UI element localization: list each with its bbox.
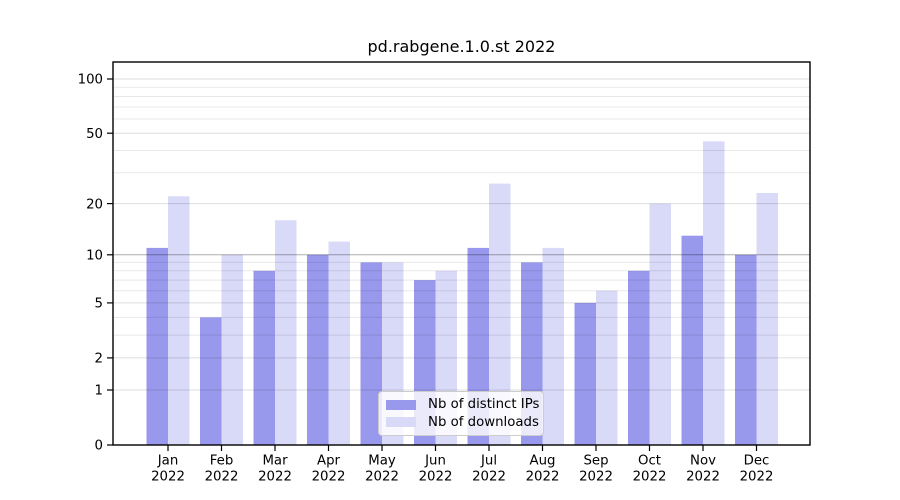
legend-swatch-distinct-ips	[386, 399, 416, 410]
x-tick-label-sep-year: 2022	[579, 470, 613, 485]
legend-item-downloads: Nb of downloads	[386, 414, 539, 431]
x-tick-label-jul-year: 2022	[472, 470, 506, 485]
x-tick-label-apr: Apr	[317, 454, 341, 469]
x-tick-label-may: May	[368, 454, 396, 469]
x-tick-label-mar-year: 2022	[258, 470, 292, 485]
y-tick-label-10: 10	[86, 248, 103, 263]
bar-nb-of-distinct-ips-nov	[681, 235, 703, 445]
bar-nb-of-distinct-ips-oct	[628, 270, 650, 445]
legend: Nb of distinct IPs Nb of downloads	[378, 391, 544, 436]
plot-border	[112, 61, 811, 446]
x-tick-label-jan: Jan	[157, 454, 179, 469]
bar-nb-of-distinct-ips-mar	[253, 270, 275, 445]
x-tick-label-apr-year: 2022	[312, 470, 346, 485]
legend-item-distinct-ips: Nb of distinct IPs	[386, 396, 540, 413]
x-tick-label-oct-year: 2022	[633, 470, 667, 485]
bar-nb-of-distinct-ips-may	[360, 262, 382, 445]
y-tick-label-20: 20	[86, 197, 103, 212]
x-tick-label-nov-year: 2022	[686, 470, 720, 485]
bar-nb-of-downloads-apr	[328, 241, 350, 445]
y-tick-label-5: 5	[95, 297, 103, 312]
x-tick-label-oct: Oct	[638, 454, 661, 469]
legend-label-downloads: Nb of downloads	[428, 414, 539, 430]
x-tick-label-jun: Jun	[424, 454, 446, 469]
bar-nb-of-distinct-ips-apr	[307, 254, 329, 445]
bar-nb-of-downloads-nov	[703, 141, 725, 445]
y-tick-label-2: 2	[95, 352, 103, 367]
x-tick-label-jan-year: 2022	[151, 470, 185, 485]
bar-nb-of-downloads-sep	[596, 290, 618, 445]
bar-nb-of-downloads-mar	[275, 220, 297, 445]
x-tick-label-mar: Mar	[262, 454, 288, 469]
gridlines	[113, 78, 810, 391]
bar-nb-of-downloads-jul	[489, 183, 511, 445]
bar-nb-of-distinct-ips-feb	[200, 317, 222, 445]
bar-nb-of-downloads-oct	[649, 203, 671, 445]
bar-nb-of-downloads-feb	[221, 254, 243, 445]
bar-nb-of-distinct-ips-jan	[146, 247, 168, 445]
bar-nb-of-downloads-jan	[168, 196, 190, 445]
x-tick-label-dec-year: 2022	[740, 470, 774, 485]
legend-label-distinct-ips: Nb of distinct IPs	[428, 397, 540, 413]
bar-nb-of-downloads-aug	[542, 247, 564, 445]
x-tick-label-nov: Nov	[690, 454, 716, 469]
bar-nb-of-distinct-ips-dec	[735, 254, 757, 445]
x-tick-label-aug-year: 2022	[526, 470, 560, 485]
bar-nb-of-downloads-dec	[756, 193, 778, 445]
x-tick-label-dec: Dec	[744, 454, 770, 469]
y-tick-label-1: 1	[95, 384, 103, 399]
y-axis: 0 1 2 5 10 20 50 100	[78, 73, 113, 454]
x-axis: Jan2022Feb2022Mar2022Apr2022May2022Jun20…	[151, 445, 773, 485]
x-tick-label-feb-year: 2022	[205, 470, 239, 485]
x-tick-label-sep: Sep	[583, 454, 608, 469]
x-tick-label-may-year: 2022	[365, 470, 399, 485]
x-tick-label-aug: Aug	[530, 454, 556, 469]
chart-title: pd.rabgene.1.0.st 2022	[367, 37, 556, 56]
bar-nb-of-distinct-ips-sep	[574, 302, 596, 445]
x-tick-label-jul: Jul	[480, 454, 497, 469]
x-tick-label-feb: Feb	[210, 454, 234, 469]
y-tick-label-0: 0	[95, 439, 103, 454]
legend-swatch-downloads	[386, 417, 416, 428]
y-tick-label-50: 50	[86, 127, 103, 142]
y-tick-label-100: 100	[78, 73, 103, 88]
x-tick-label-jun-year: 2022	[419, 470, 453, 485]
